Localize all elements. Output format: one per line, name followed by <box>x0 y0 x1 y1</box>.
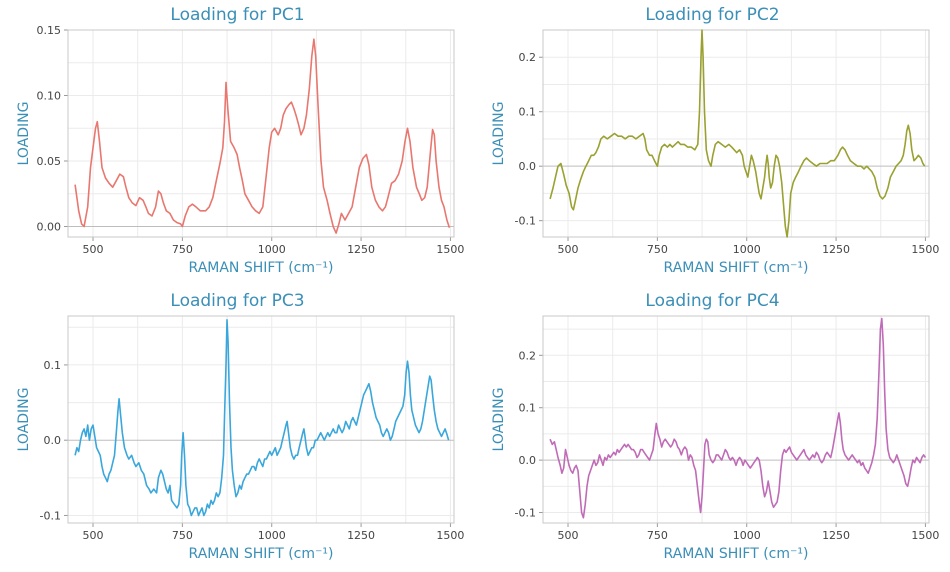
x-tick-label: 1250 <box>822 529 850 542</box>
chart-title: Loading for PC4 <box>645 291 780 311</box>
chart-panel-pc3: Loading for PC3 500 750 1000 1250 1500 -0.1 0.… <box>0 286 475 572</box>
x-axis-label: RAMAN SHIFT (cm⁻¹) <box>189 546 334 562</box>
x-tick-label: 500 <box>558 529 579 542</box>
y-tick-label: 0.15 <box>37 24 62 37</box>
x-tick-label: 750 <box>172 529 193 542</box>
y-tick-label: 0.2 <box>519 51 537 64</box>
chart-panel-pc1: Loading for PC1 500 750 1000 1250 1500 0.00 0.… <box>0 0 475 286</box>
x-tick-label: 750 <box>647 529 668 542</box>
x-axis-label: RAMAN SHIFT (cm⁻¹) <box>189 260 334 276</box>
chart-title: Loading for PC1 <box>170 5 305 25</box>
x-tick-label: 500 <box>558 243 579 256</box>
y-tick-label: 0.0 <box>519 160 537 173</box>
x-tick-label: 500 <box>83 529 104 542</box>
y-tick-label: 0.00 <box>37 221 62 234</box>
x-tick-label: 1500 <box>436 529 464 542</box>
x-tick-label: 1500 <box>436 243 464 256</box>
x-tick-label: 500 <box>83 243 104 256</box>
chart-svg: 500 750 1000 1250 1500 0.00 0.05 0.10 0.15 RAMAN … <box>16 24 464 276</box>
plot-frame <box>67 29 455 238</box>
chart-svg: 500 750 1000 1250 1500 -0.1 0.0 0.1 0.2 RAMAN SHI… <box>491 315 939 562</box>
series-line <box>549 317 927 519</box>
y-axis-label: LOADING <box>16 388 32 452</box>
x-axis-label: RAMAN SHIFT (cm⁻¹) <box>664 546 809 562</box>
plot-frame <box>542 29 930 238</box>
y-tick-label: 0.0 <box>44 434 62 447</box>
x-tick-label: 1500 <box>911 243 939 256</box>
x-tick-label: 1500 <box>911 529 939 542</box>
x-tick-label: 1000 <box>258 243 286 256</box>
x-tick-label: 1000 <box>733 529 761 542</box>
x-tick-label: 750 <box>647 243 668 256</box>
y-tick-label: 0.1 <box>44 359 62 372</box>
x-tick-label: 1250 <box>822 243 850 256</box>
y-tick-label: -0.1 <box>515 215 536 228</box>
x-tick-label: 1000 <box>258 529 286 542</box>
y-axis-label: LOADING <box>491 388 507 452</box>
y-tick-label: 0.0 <box>519 454 537 467</box>
y-tick-label: 0.05 <box>37 155 62 168</box>
chart-panel-pc2: Loading for PC2 500 750 1000 1250 1500 -0.1 0.… <box>475 0 950 286</box>
x-tick-label: 750 <box>172 243 193 256</box>
y-tick-label: 0.10 <box>37 90 62 103</box>
y-tick-label: -0.1 <box>515 507 536 520</box>
plot-frame <box>542 315 930 524</box>
series-line <box>74 38 451 234</box>
series-line <box>74 319 450 517</box>
chart-panel-pc4: Loading for PC4 500 750 1000 1250 1500 -0.1 0.… <box>475 286 950 572</box>
y-tick-label: 0.1 <box>519 402 537 415</box>
chart-title: Loading for PC2 <box>645 5 780 25</box>
x-axis-label: RAMAN SHIFT (cm⁻¹) <box>664 260 809 276</box>
series-line <box>549 29 926 238</box>
x-tick-label: 1000 <box>733 243 761 256</box>
y-axis-label: LOADING <box>16 102 32 166</box>
y-tick-label: 0.1 <box>519 106 537 119</box>
chart-svg: 500 750 1000 1250 1500 -0.1 0.0 0.1 0.2 RAMAN SHI… <box>491 29 939 276</box>
y-axis-label: LOADING <box>491 102 507 166</box>
plot-frame <box>67 315 455 524</box>
chart-svg: 500 750 1000 1250 1500 -0.1 0.0 0.1 RAMAN SHIFT … <box>16 315 464 562</box>
y-tick-label: -0.1 <box>40 509 61 522</box>
x-tick-label: 1250 <box>347 529 375 542</box>
x-tick-label: 1250 <box>347 243 375 256</box>
y-tick-label: 0.2 <box>519 349 537 362</box>
chart-title: Loading for PC3 <box>170 291 305 311</box>
